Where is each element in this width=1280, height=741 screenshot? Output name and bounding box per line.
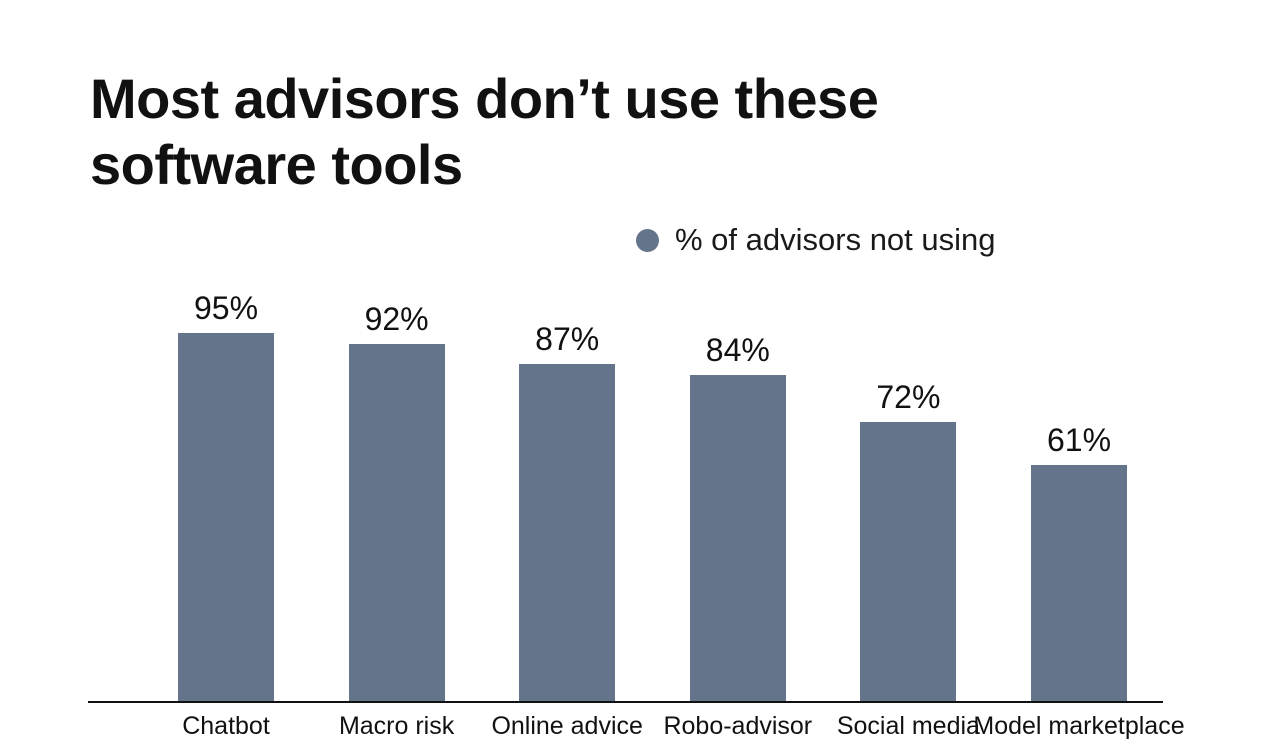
bar: 61% Model marketplace — [973, 422, 1184, 740]
bar-chart-figure: Most advisors don’t use these software t… — [88, 66, 1185, 740]
bar-category-label: Online advice — [491, 712, 643, 740]
bar-value-label: 92% — [364, 301, 429, 338]
bar-category-label: Model marketplace — [973, 712, 1185, 740]
bar-value-label: 84% — [705, 332, 770, 369]
bar: 84% Robo-advisor — [663, 332, 812, 740]
x-axis-line — [88, 701, 1163, 703]
bar-category-label: Macro risk — [338, 712, 455, 740]
bar: 95% Chatbot — [178, 290, 274, 740]
bar: 87% Online advice — [491, 321, 642, 740]
bar-category-label: Robo-advisor — [663, 712, 813, 740]
chart-title: Most advisors don’t use these software t… — [90, 66, 879, 196]
bar: 72% Social media — [837, 379, 980, 740]
legend-label: % of advisors not using — [675, 222, 996, 257]
legend: % of advisors not using — [636, 222, 996, 258]
legend-marker-icon — [636, 228, 659, 252]
bar-category-label: Chatbot — [182, 712, 270, 740]
bar: 92% Macro risk — [339, 301, 454, 740]
bar-category-label: Social media — [836, 712, 980, 740]
bar-value-label: 72% — [876, 379, 941, 416]
bar-value-label: 95% — [193, 289, 259, 326]
bar-value-label: 87% — [535, 320, 600, 357]
bar-value-label: 61% — [1046, 422, 1112, 459]
